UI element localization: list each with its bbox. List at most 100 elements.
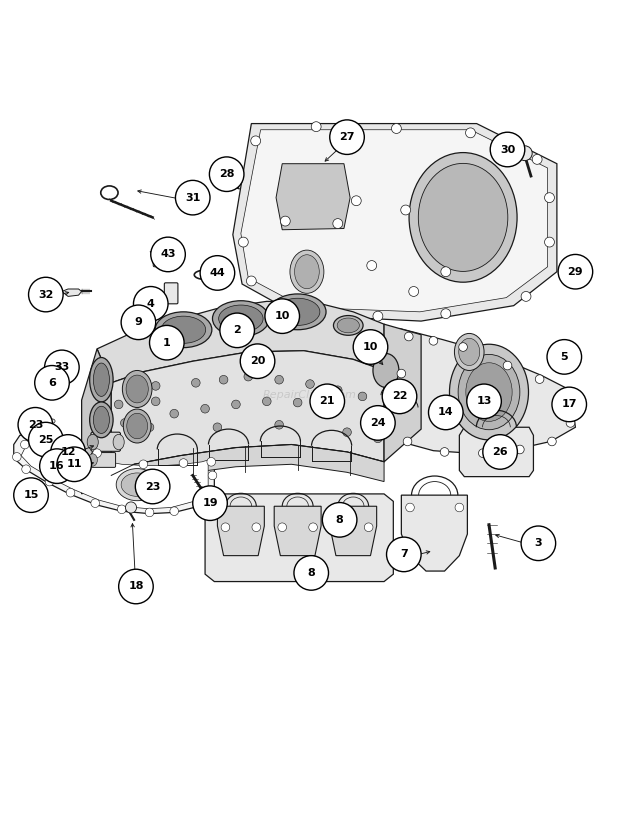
Polygon shape — [459, 427, 533, 477]
Text: 22: 22 — [392, 391, 407, 402]
Circle shape — [324, 403, 333, 412]
Circle shape — [566, 419, 575, 427]
Circle shape — [404, 333, 413, 341]
Circle shape — [280, 216, 290, 226]
Circle shape — [120, 419, 129, 427]
Circle shape — [294, 556, 329, 590]
Ellipse shape — [459, 338, 480, 366]
Circle shape — [193, 500, 202, 509]
Text: 26: 26 — [492, 447, 508, 457]
Circle shape — [483, 434, 517, 469]
Circle shape — [151, 397, 160, 406]
Text: 7: 7 — [400, 549, 408, 559]
Ellipse shape — [275, 298, 320, 325]
Circle shape — [521, 292, 531, 302]
Circle shape — [409, 287, 419, 297]
Circle shape — [244, 372, 252, 381]
Ellipse shape — [151, 484, 157, 489]
Circle shape — [532, 154, 542, 165]
Circle shape — [429, 337, 438, 346]
Polygon shape — [205, 494, 393, 582]
Ellipse shape — [113, 434, 124, 450]
Circle shape — [175, 180, 210, 215]
Polygon shape — [330, 506, 377, 556]
Text: 15: 15 — [24, 490, 38, 500]
Polygon shape — [111, 350, 384, 475]
Polygon shape — [401, 496, 467, 571]
Ellipse shape — [49, 419, 55, 423]
Text: 43: 43 — [161, 249, 176, 259]
Polygon shape — [233, 124, 557, 321]
Text: 32: 32 — [38, 289, 53, 300]
Circle shape — [221, 523, 230, 531]
Ellipse shape — [49, 429, 55, 433]
Circle shape — [207, 457, 216, 466]
Text: 30: 30 — [500, 144, 515, 155]
Polygon shape — [21, 443, 208, 509]
Ellipse shape — [450, 344, 528, 440]
Circle shape — [333, 218, 343, 228]
Ellipse shape — [116, 469, 158, 500]
Polygon shape — [276, 164, 350, 230]
Ellipse shape — [458, 355, 520, 430]
Circle shape — [145, 508, 154, 517]
Ellipse shape — [454, 333, 484, 371]
Text: 20: 20 — [250, 356, 265, 366]
Polygon shape — [97, 302, 384, 383]
Circle shape — [192, 378, 200, 387]
Circle shape — [66, 488, 75, 497]
Ellipse shape — [90, 402, 113, 438]
Circle shape — [544, 192, 554, 203]
Circle shape — [466, 128, 476, 138]
Circle shape — [121, 305, 156, 340]
Circle shape — [18, 408, 53, 442]
Circle shape — [200, 256, 235, 290]
Text: 19: 19 — [202, 498, 218, 509]
Circle shape — [22, 465, 30, 474]
Circle shape — [535, 375, 544, 383]
Circle shape — [201, 404, 210, 413]
Circle shape — [343, 428, 352, 437]
Circle shape — [547, 437, 556, 446]
Circle shape — [210, 157, 244, 192]
Circle shape — [405, 503, 414, 512]
Ellipse shape — [90, 358, 113, 402]
Circle shape — [365, 523, 373, 531]
Text: 9: 9 — [135, 317, 143, 328]
Circle shape — [45, 350, 79, 385]
Text: 23: 23 — [28, 420, 43, 430]
Circle shape — [479, 449, 487, 457]
Circle shape — [374, 434, 382, 443]
Circle shape — [311, 121, 321, 131]
Circle shape — [361, 406, 395, 440]
Text: 29: 29 — [567, 267, 583, 277]
Circle shape — [334, 385, 342, 394]
Text: 2: 2 — [233, 325, 241, 335]
Circle shape — [35, 434, 44, 443]
Circle shape — [151, 237, 185, 271]
Circle shape — [455, 503, 464, 512]
Ellipse shape — [373, 354, 399, 387]
Text: 23: 23 — [145, 482, 161, 491]
Ellipse shape — [121, 473, 153, 496]
Text: 44: 44 — [210, 268, 225, 278]
Circle shape — [275, 376, 283, 384]
Polygon shape — [82, 349, 111, 494]
Text: 10: 10 — [275, 311, 290, 321]
Ellipse shape — [466, 363, 512, 421]
Circle shape — [149, 325, 184, 360]
Circle shape — [306, 380, 314, 389]
Circle shape — [118, 569, 153, 604]
Circle shape — [547, 340, 582, 374]
Circle shape — [382, 379, 417, 414]
Circle shape — [207, 491, 216, 500]
Ellipse shape — [409, 152, 517, 282]
Circle shape — [131, 391, 140, 399]
Circle shape — [358, 392, 367, 401]
Circle shape — [213, 423, 222, 432]
Circle shape — [179, 459, 188, 467]
Text: 16: 16 — [49, 461, 64, 471]
Circle shape — [441, 309, 451, 319]
Circle shape — [330, 120, 365, 154]
Polygon shape — [274, 506, 321, 556]
